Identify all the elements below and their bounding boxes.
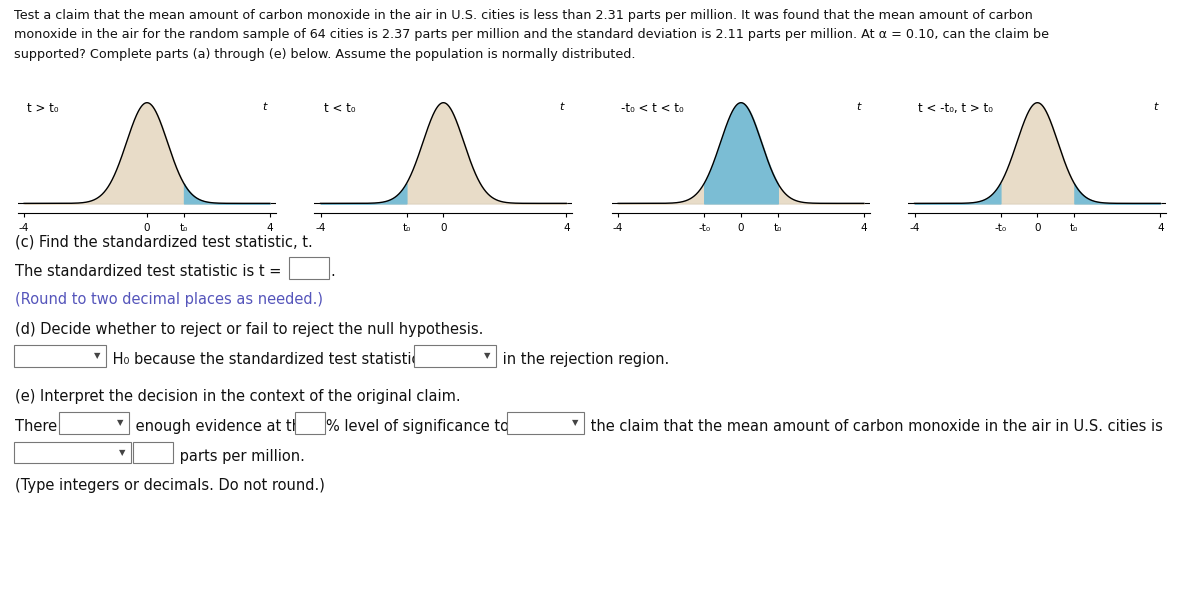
Text: .: . (330, 264, 335, 279)
Text: t: t (263, 103, 266, 113)
Text: H₀ because the standardized test statistic: H₀ because the standardized test statist… (108, 352, 420, 367)
Text: supported? Complete parts (a) through (e) below. Assume the population is normal: supported? Complete parts (a) through (e… (14, 48, 636, 61)
Text: enough evidence at the: enough evidence at the (131, 419, 314, 433)
Text: in the rejection region.: in the rejection region. (498, 352, 670, 367)
Text: There: There (14, 419, 58, 433)
Text: t < t₀: t < t₀ (324, 103, 355, 116)
Text: -t₀ < t < t₀: -t₀ < t < t₀ (622, 103, 684, 116)
Text: ▼: ▼ (571, 418, 578, 427)
Text: monoxide in the air for the random sample of 64 cities is 2.37 parts per million: monoxide in the air for the random sampl… (14, 28, 1050, 42)
Text: the claim that the mean amount of carbon monoxide in the air in U.S. cities is: the claim that the mean amount of carbon… (586, 419, 1163, 433)
Text: ▼: ▼ (94, 352, 100, 361)
Text: t < -t₀, t > t₀: t < -t₀, t > t₀ (918, 103, 992, 116)
Text: ▼: ▼ (116, 418, 124, 427)
Text: (c) Find the standardized test statistic, t.: (c) Find the standardized test statistic… (14, 234, 313, 249)
FancyBboxPatch shape (14, 345, 106, 367)
Text: % level of significance to: % level of significance to (326, 419, 509, 433)
FancyBboxPatch shape (289, 257, 329, 279)
FancyBboxPatch shape (414, 345, 496, 367)
Text: parts per million.: parts per million. (175, 448, 305, 464)
FancyBboxPatch shape (59, 412, 130, 433)
Text: ▼: ▼ (484, 352, 490, 361)
Text: Test a claim that the mean amount of carbon monoxide in the air in U.S. cities i: Test a claim that the mean amount of car… (14, 9, 1033, 22)
Text: The standardized test statistic is t =: The standardized test statistic is t = (14, 264, 281, 279)
Text: t > t₀: t > t₀ (28, 103, 59, 116)
FancyBboxPatch shape (508, 412, 584, 433)
Text: t: t (1153, 103, 1157, 113)
FancyBboxPatch shape (14, 442, 131, 464)
Text: t: t (559, 103, 563, 113)
Text: (d) Decide whether to reject or fail to reject the null hypothesis.: (d) Decide whether to reject or fail to … (14, 322, 484, 337)
Text: (e) Interpret the decision in the context of the original claim.: (e) Interpret the decision in the contex… (14, 389, 461, 404)
FancyBboxPatch shape (295, 412, 325, 433)
Text: (Round to two decimal places as needed.): (Round to two decimal places as needed.) (14, 292, 323, 307)
Text: ▼: ▼ (119, 448, 125, 457)
FancyBboxPatch shape (133, 442, 173, 464)
Text: (Type integers or decimals. Do not round.): (Type integers or decimals. Do not round… (14, 479, 325, 493)
Text: t: t (857, 103, 860, 113)
